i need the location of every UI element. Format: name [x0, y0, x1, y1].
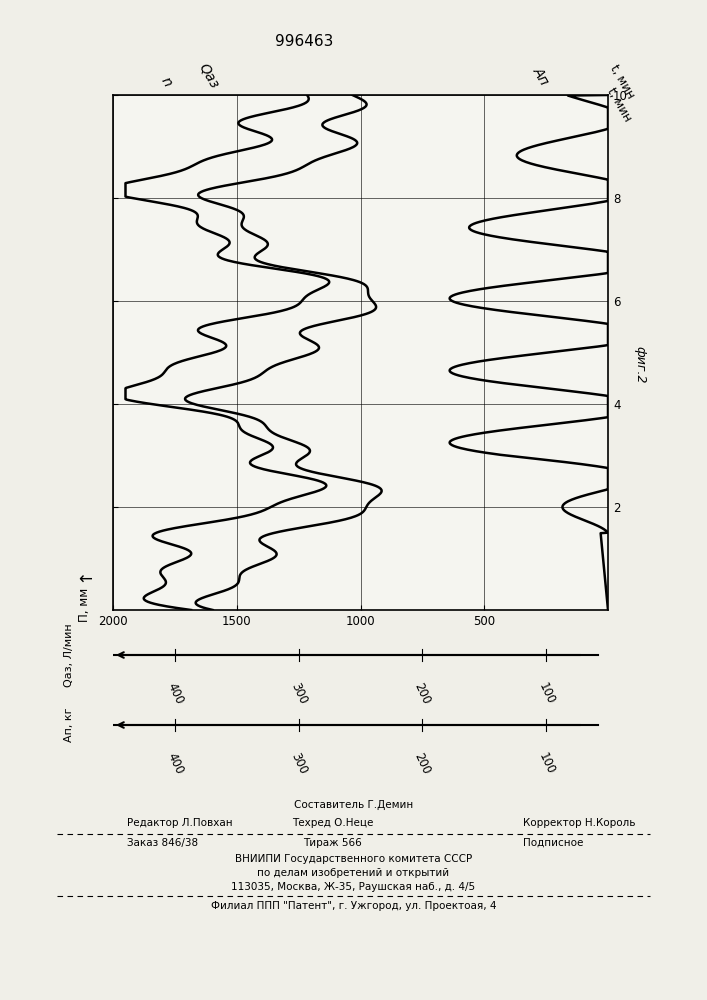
Text: Филиал ППП "Патент", г. Ужгород, ул. Проектоая, 4: Филиал ППП "Патент", г. Ужгород, ул. Про…: [211, 901, 496, 911]
Text: Редактор Л.Повхан: Редактор Л.Повхан: [127, 818, 233, 828]
Text: Подписное: Подписное: [523, 838, 583, 848]
Text: Qаз, Л/мин: Qаз, Л/мин: [64, 623, 74, 687]
Text: 100: 100: [536, 751, 556, 777]
Text: фиг.2: фиг.2: [633, 346, 646, 384]
Text: Составитель Г.Демин: Составитель Г.Демин: [294, 800, 413, 810]
Text: 300: 300: [288, 751, 309, 777]
Text: Корректор Н.Король: Корректор Н.Король: [523, 818, 636, 828]
Text: 200: 200: [412, 681, 433, 707]
Text: Тираж 566: Тираж 566: [303, 838, 362, 848]
Text: t, мин: t, мин: [607, 63, 637, 101]
Text: ←: ←: [78, 571, 92, 589]
Text: 113035, Москва, Ж-35, Раушская наб., д. 4/5: 113035, Москва, Ж-35, Раушская наб., д. …: [231, 882, 476, 892]
Text: ВНИИПИ Государственного комитета СССР: ВНИИПИ Государственного комитета СССР: [235, 854, 472, 864]
Text: Ап: Ап: [530, 64, 551, 88]
Text: по делам изобретений и открытий: по делам изобретений и открытий: [257, 868, 450, 878]
Text: Ап, кг: Ап, кг: [64, 708, 74, 742]
Text: 200: 200: [412, 751, 433, 777]
Text: Заказ 846/38: Заказ 846/38: [127, 838, 199, 848]
Text: П, мм: П, мм: [78, 588, 91, 622]
Text: 400: 400: [165, 681, 185, 707]
Text: t, мин: t, мин: [604, 86, 633, 124]
Text: n: n: [158, 75, 175, 89]
Text: 300: 300: [288, 681, 309, 707]
Text: 400: 400: [165, 751, 185, 777]
Text: Qаз: Qаз: [196, 61, 221, 91]
Text: Техред О.Неце: Техред О.Неце: [291, 818, 373, 828]
Text: 100: 100: [536, 681, 556, 707]
Text: 996463: 996463: [275, 34, 333, 49]
